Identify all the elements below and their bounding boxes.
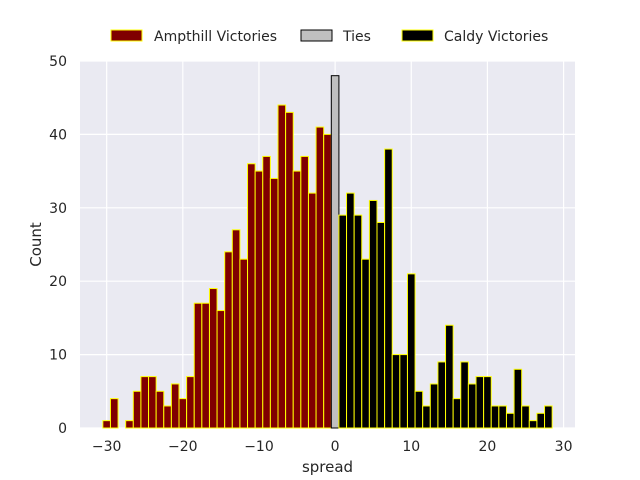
bar-ampthill-victories <box>132 390 142 429</box>
bar-ampthill-victories <box>224 251 233 429</box>
bar-caldy-victories <box>346 192 355 429</box>
legend: Ampthill Victories Ties Caldy Victories <box>110 29 548 45</box>
bar-ampthill-victories <box>307 192 317 429</box>
y-tick-label: 10 <box>49 348 67 364</box>
bar-ampthill-victories <box>193 302 203 429</box>
legend-swatch-ties <box>300 29 333 42</box>
bar-caldy-victories <box>445 324 454 429</box>
bar-ampthill-victories <box>109 398 119 429</box>
bar-ampthill-victories <box>315 126 325 429</box>
bar-ampthill-victories <box>216 310 226 429</box>
y-tick-label: 30 <box>49 201 67 217</box>
x-tick-label: 10 <box>402 439 420 455</box>
bar-ties <box>330 75 340 429</box>
legend-label-ampthill-victories: Ampthill Victories <box>154 29 277 45</box>
bar-ampthill-victories <box>262 155 271 429</box>
y-tick-label: 20 <box>49 274 67 290</box>
bar-ampthill-victories <box>277 104 287 429</box>
bar-caldy-victories <box>414 390 424 429</box>
x-tick-label: −20 <box>168 439 198 455</box>
bar-caldy-victories <box>368 199 378 429</box>
bar-ampthill-victories <box>254 170 264 429</box>
legend-swatch-ampthill-victories <box>110 29 143 42</box>
bar-caldy-victories <box>521 405 530 429</box>
x-tick-label: −30 <box>92 439 122 455</box>
bar-ampthill-victories <box>323 133 332 429</box>
bar-caldy-victories <box>483 376 492 429</box>
bar-caldy-victories <box>338 214 348 429</box>
bar-ampthill-victories <box>239 258 249 429</box>
bar-caldy-victories <box>406 273 416 429</box>
bar-caldy-victories <box>353 214 363 429</box>
bar-caldy-victories <box>528 420 538 429</box>
bar-ampthill-victories <box>300 155 309 429</box>
bar-ampthill-victories <box>269 177 279 429</box>
bar-ampthill-victories <box>148 376 157 429</box>
bar-ampthill-victories <box>163 405 172 429</box>
bar-ampthill-victories <box>247 163 256 429</box>
y-tick-labels: 0 10 20 30 40 50 <box>49 54 67 437</box>
bar-caldy-victories <box>544 405 553 429</box>
y-tick-label: 0 <box>58 421 67 437</box>
y-axis-label: Count <box>27 222 45 267</box>
bar-caldy-victories <box>475 376 485 429</box>
bar-caldy-victories <box>399 354 408 429</box>
bar-caldy-victories <box>437 361 447 429</box>
bar-caldy-victories <box>490 405 500 429</box>
bar-ampthill-victories <box>208 288 218 429</box>
x-tick-label: 20 <box>479 439 497 455</box>
bar-caldy-victories <box>467 383 477 429</box>
bar-caldy-victories <box>376 221 386 429</box>
bar-caldy-victories <box>505 412 515 429</box>
x-axis-label: spread <box>302 458 353 476</box>
x-tick-label: 30 <box>555 439 573 455</box>
bar-ampthill-victories <box>125 420 134 429</box>
y-tick-label: 40 <box>49 127 67 143</box>
x-tick-label: 0 <box>331 439 340 455</box>
bar-caldy-victories <box>498 405 507 429</box>
bar-caldy-victories <box>422 405 431 429</box>
bar-ampthill-victories <box>102 420 111 429</box>
bars-group <box>102 75 553 429</box>
bar-caldy-victories <box>391 354 401 429</box>
legend-label-caldy-victories: Caldy Victories <box>444 29 548 45</box>
bar-caldy-victories <box>460 361 469 429</box>
bar-caldy-victories <box>513 368 523 429</box>
bar-caldy-victories <box>536 412 546 429</box>
bar-ampthill-victories <box>170 383 180 429</box>
bar-caldy-victories <box>361 258 370 429</box>
bar-ampthill-victories <box>186 376 195 429</box>
bar-ampthill-victories <box>155 390 165 429</box>
bar-ampthill-victories <box>285 111 294 429</box>
bar-ampthill-victories <box>178 398 188 429</box>
x-tick-label: −10 <box>244 439 274 455</box>
bar-caldy-victories <box>384 148 393 429</box>
bar-ampthill-victories <box>231 229 241 429</box>
x-tick-labels: −30 −20 −10 0 10 20 30 <box>92 439 573 455</box>
bar-ampthill-victories <box>140 376 150 429</box>
bar-caldy-victories <box>452 398 462 429</box>
legend-label-ties: Ties <box>342 29 371 45</box>
bar-caldy-victories <box>429 383 439 429</box>
y-tick-label: 50 <box>49 54 67 70</box>
bar-ampthill-victories <box>292 170 302 429</box>
bar-ampthill-victories <box>201 302 210 429</box>
legend-swatch-caldy-victories <box>401 29 434 42</box>
